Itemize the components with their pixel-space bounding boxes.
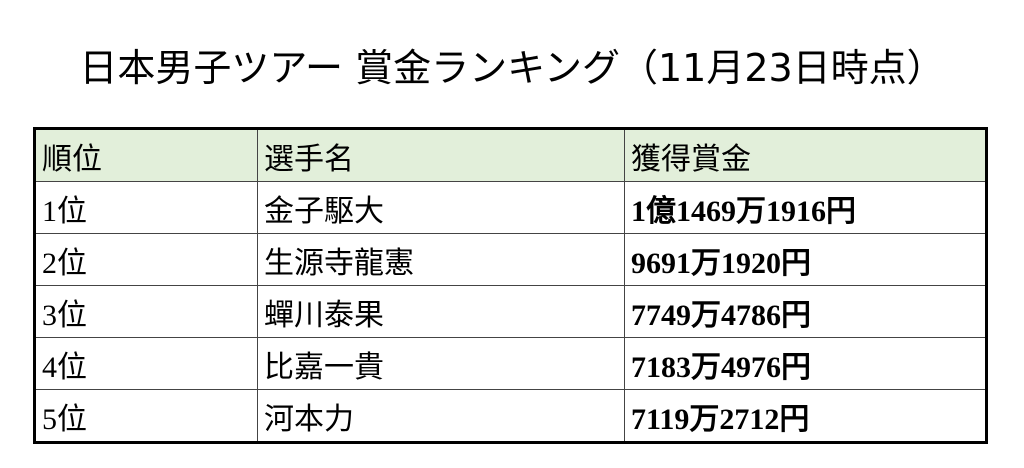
page-title: 日本男子ツアー 賞金ランキング（11月23日時点） [79, 46, 945, 90]
table-row: 3位 蟬川泰果 7749万4786円 [34, 285, 987, 338]
prize-cell: 7119万2712円 [624, 389, 987, 443]
table-row: 1位 金子駆大 1億1469万1916円 [34, 181, 987, 234]
rank-cell: 1位 [34, 181, 258, 234]
player-cell: 比嘉一貴 [257, 337, 625, 390]
player-cell: 生源寺龍憲 [257, 233, 625, 286]
table-row: 5位 河本力 7119万2712円 [34, 389, 987, 443]
column-header-prize: 獲得賞金 [624, 128, 987, 182]
column-header-player: 選手名 [257, 128, 625, 182]
rank-cell: 5位 [34, 389, 258, 443]
rank-cell: 4位 [34, 337, 258, 390]
prize-cell: 9691万1920円 [624, 233, 987, 286]
table-row: 4位 比嘉一貴 7183万4976円 [34, 337, 987, 390]
player-cell: 蟬川泰果 [257, 285, 625, 338]
player-cell: 金子駆大 [257, 181, 625, 234]
column-header-rank: 順位 [34, 128, 258, 182]
prize-cell: 7749万4786円 [624, 285, 987, 338]
prize-ranking-table: 順位 選手名 獲得賞金 1位 金子駆大 1億1469万1916円 2位 生源寺龍… [33, 127, 988, 444]
table-header-row: 順位 選手名 獲得賞金 [34, 128, 987, 182]
rank-cell: 3位 [34, 285, 258, 338]
rank-cell: 2位 [34, 233, 258, 286]
prize-cell: 1億1469万1916円 [624, 181, 987, 234]
prize-cell: 7183万4976円 [624, 337, 987, 390]
player-cell: 河本力 [257, 389, 625, 443]
table-row: 2位 生源寺龍憲 9691万1920円 [34, 233, 987, 286]
